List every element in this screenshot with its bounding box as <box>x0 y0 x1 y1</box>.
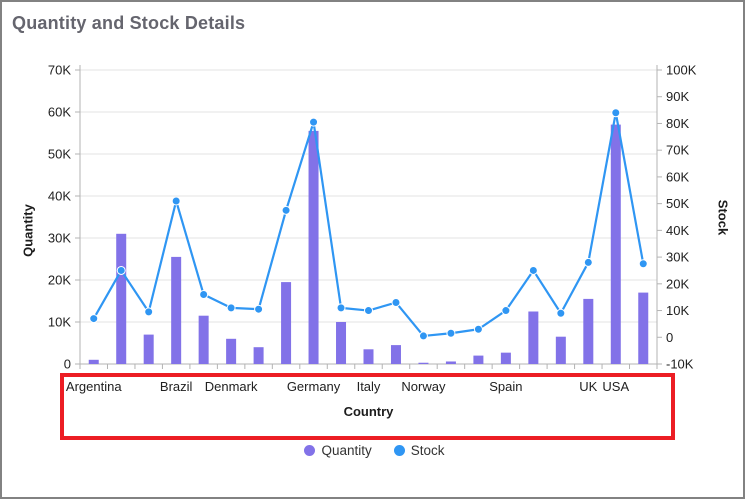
category-label: USA <box>602 379 629 394</box>
right-axis-tick-label: 10K <box>666 303 689 318</box>
left-axis-tick-label: 70K <box>48 63 71 78</box>
quantity-bar[interactable] <box>528 311 539 365</box>
stock-point[interactable] <box>364 306 373 316</box>
stock-point[interactable] <box>171 196 181 206</box>
chart-title: Quantity and Stock Details <box>12 13 246 33</box>
stock-point[interactable] <box>281 205 291 215</box>
quantity-bar[interactable] <box>445 361 456 364</box>
stock-point[interactable] <box>556 308 566 318</box>
legend-label-stock: Stock <box>410 442 445 458</box>
stock-point[interactable] <box>254 304 264 314</box>
stock-point[interactable] <box>611 108 621 118</box>
left-axis-tick-label: 40K <box>48 189 71 204</box>
stock-point[interactable] <box>89 314 99 324</box>
category-label: Argentina <box>66 379 122 394</box>
right-axis-tick-label: 60K <box>666 169 689 184</box>
stock-legend-marker-icon <box>393 444 405 456</box>
quantity-bar[interactable] <box>638 292 649 364</box>
quantity-bar[interactable] <box>583 298 594 364</box>
right-axis-tick-label: 50K <box>666 196 689 211</box>
stock-point[interactable] <box>199 290 209 300</box>
category-label: Norway <box>401 379 446 394</box>
quantity-bar[interactable] <box>363 349 374 364</box>
stock-point[interactable] <box>391 298 401 308</box>
stock-point[interactable] <box>528 265 538 275</box>
legend-item-stock[interactable]: Stock <box>393 442 445 458</box>
right-axis-tick-label: 20K <box>666 276 689 291</box>
stock-point[interactable] <box>336 303 346 313</box>
stock-point[interactable] <box>144 307 154 317</box>
stock-point[interactable] <box>116 265 126 275</box>
stock-point[interactable] <box>226 303 236 313</box>
y-axis-title-quantity: Quantity <box>20 204 36 257</box>
right-axis-tick-label: 90K <box>666 89 689 104</box>
quantity-bar[interactable] <box>281 282 292 364</box>
stock-point[interactable] <box>501 306 511 316</box>
quantity-bar[interactable] <box>116 233 127 364</box>
legend-label-quantity: Quantity <box>321 442 372 458</box>
chart-canvas[interactable]: 0 10K 20K 30K 40K 50K 60K 70K -10K 0 10K 20K 30K 40K 5… <box>2 2 745 472</box>
left-axis-tick-label: 50K <box>48 147 71 162</box>
stock-point[interactable] <box>638 259 648 269</box>
quantity-bar[interactable] <box>555 336 566 364</box>
quantity-bar[interactable] <box>418 362 429 364</box>
quantity-bar[interactable] <box>143 334 154 364</box>
left-axis-tick-label: 20K <box>48 273 71 288</box>
category-label: UK <box>579 379 597 394</box>
category-label: Brazil <box>160 379 193 394</box>
category-label: Italy <box>357 379 381 394</box>
quantity-bar[interactable] <box>500 352 511 364</box>
quantity-bar[interactable] <box>610 124 621 364</box>
right-axis-tick-label: 0 <box>666 330 673 345</box>
left-axis-tick-label: 30K <box>48 231 71 246</box>
left-axis-tick-label: 10K <box>48 315 71 330</box>
right-axis-tick-label: 30K <box>666 250 689 265</box>
category-label: Germany <box>287 379 341 394</box>
quantity-bar[interactable] <box>253 347 264 364</box>
legend: Quantity Stock <box>2 440 743 460</box>
legend-item-quantity[interactable]: Quantity <box>304 442 372 458</box>
stock-point[interactable] <box>473 324 483 334</box>
right-axis-tick-label: 70K <box>666 143 689 158</box>
quantity-bar[interactable] <box>336 322 347 364</box>
y-axis-title-stock: Stock <box>715 199 731 236</box>
left-axis-tick-label: 0 <box>64 357 71 372</box>
quantity-bar[interactable] <box>198 315 209 364</box>
quantity-bar[interactable] <box>88 359 99 364</box>
left-axis-tick-label: 60K <box>48 105 71 120</box>
category-label: Denmark <box>205 379 258 394</box>
category-label: Spain <box>489 379 522 394</box>
x-axis-title-country: Country <box>343 404 394 419</box>
stock-point[interactable] <box>418 331 428 341</box>
stock-point[interactable] <box>446 328 456 338</box>
quantity-bar[interactable] <box>390 345 401 364</box>
right-axis-tick-label: 80K <box>666 116 689 131</box>
right-axis-tick-label: -10K <box>666 357 694 372</box>
quantity-bar[interactable] <box>171 256 182 364</box>
quantity-legend-marker-icon <box>304 444 316 456</box>
quantity-bar[interactable] <box>473 355 484 364</box>
right-axis-tick-label: 40K <box>666 223 689 238</box>
quantity-bar[interactable] <box>308 130 319 364</box>
right-axis-tick-label: 100K <box>666 63 697 78</box>
quantity-bar[interactable] <box>226 338 237 364</box>
stock-point[interactable] <box>309 117 319 127</box>
stock-point[interactable] <box>583 257 593 267</box>
